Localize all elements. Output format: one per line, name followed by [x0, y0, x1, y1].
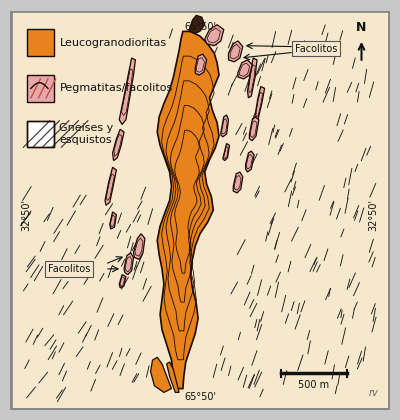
Polygon shape [124, 253, 134, 275]
Bar [27, 121, 54, 147]
Text: Gneises y
esquistos: Gneises y esquistos [60, 123, 114, 145]
Polygon shape [248, 58, 257, 98]
Text: 65°50': 65°50' [184, 22, 216, 32]
Text: 500 m: 500 m [298, 380, 330, 390]
Text: rv: rv [369, 388, 379, 398]
Polygon shape [223, 144, 230, 160]
Polygon shape [189, 15, 205, 33]
Text: 32°50': 32°50' [369, 199, 379, 231]
Polygon shape [221, 115, 228, 137]
Text: Facolitos: Facolitos [48, 264, 90, 274]
Text: N: N [356, 21, 367, 34]
Polygon shape [105, 167, 116, 205]
Bar [27, 29, 54, 56]
Polygon shape [195, 54, 207, 75]
Polygon shape [255, 87, 265, 122]
Polygon shape [246, 151, 254, 172]
FancyBboxPatch shape [10, 10, 390, 410]
Polygon shape [238, 60, 252, 79]
Bar [27, 75, 54, 102]
Bar [27, 121, 54, 147]
Text: Pegmatitas/facolitos: Pegmatitas/facolitos [60, 84, 173, 93]
Polygon shape [205, 25, 224, 46]
Text: 32°50': 32°50' [22, 199, 31, 231]
Polygon shape [119, 58, 135, 124]
Polygon shape [228, 41, 243, 62]
Polygon shape [250, 117, 259, 141]
Text: 65°50': 65°50' [184, 392, 216, 402]
Polygon shape [233, 172, 243, 193]
Polygon shape [134, 234, 145, 260]
Polygon shape [167, 362, 179, 392]
Text: Facolitos: Facolitos [295, 44, 337, 53]
Polygon shape [157, 32, 219, 389]
Polygon shape [151, 357, 172, 392]
Polygon shape [119, 275, 126, 288]
Polygon shape [110, 212, 116, 229]
Polygon shape [113, 129, 124, 160]
Text: Leucogranodioritas: Leucogranodioritas [60, 38, 166, 48]
